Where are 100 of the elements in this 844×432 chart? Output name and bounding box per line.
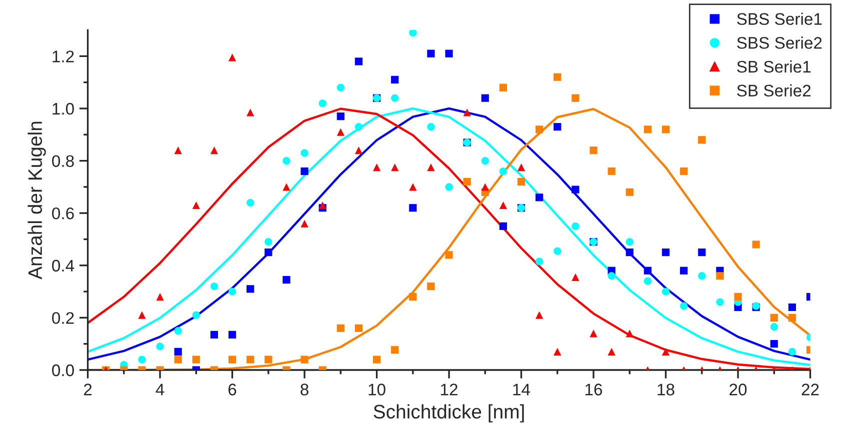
point	[788, 314, 796, 322]
point	[264, 248, 272, 256]
point	[372, 356, 381, 364]
point	[499, 167, 507, 176]
point	[372, 164, 381, 172]
point	[300, 149, 308, 157]
point	[463, 178, 471, 186]
point	[698, 272, 706, 280]
point	[300, 220, 308, 228]
point	[626, 248, 634, 256]
point	[572, 94, 580, 102]
point	[318, 99, 326, 108]
point	[391, 94, 399, 102]
point	[210, 282, 218, 290]
point	[590, 330, 598, 338]
point	[174, 146, 182, 154]
y-tick-label: 1.0	[52, 102, 74, 115]
point	[481, 183, 489, 191]
point	[626, 188, 634, 196]
point	[228, 330, 236, 339]
point	[445, 183, 453, 191]
point	[554, 73, 562, 81]
legend-label: SBS Serie2	[737, 36, 822, 49]
point	[463, 108, 471, 116]
point	[264, 356, 272, 364]
point	[409, 204, 417, 212]
point	[210, 146, 218, 154]
point	[282, 156, 290, 165]
point	[336, 112, 344, 120]
x-tick-label: 10	[368, 384, 386, 396]
point	[680, 266, 688, 274]
point	[174, 326, 182, 335]
point	[770, 314, 778, 322]
point	[445, 50, 453, 58]
x-tick-label: 4	[156, 384, 164, 396]
point	[572, 273, 580, 281]
point	[644, 277, 652, 285]
y-axis-title: Anzahl der Kugeln	[28, 122, 46, 280]
point	[409, 183, 417, 191]
point	[409, 292, 417, 301]
point	[300, 167, 308, 176]
x-tick-label: 2	[84, 384, 92, 396]
point	[752, 240, 760, 248]
point	[427, 164, 435, 172]
x-tick-label: 8	[300, 384, 308, 396]
point	[662, 288, 670, 296]
point	[698, 248, 706, 256]
point	[336, 84, 344, 92]
point	[210, 330, 218, 339]
point	[336, 324, 344, 332]
point	[228, 288, 236, 296]
point	[246, 108, 254, 116]
point	[246, 285, 254, 293]
point	[770, 323, 778, 331]
point	[138, 356, 146, 364]
point	[499, 84, 507, 92]
point	[354, 324, 363, 332]
point	[698, 136, 706, 144]
point	[734, 292, 742, 301]
point	[517, 164, 526, 172]
point	[626, 330, 634, 338]
point	[300, 356, 308, 364]
x-tick-label: 16	[586, 384, 602, 396]
point	[716, 272, 724, 280]
point	[572, 186, 580, 194]
x-axis-title: Schichtdicke [nm]	[374, 404, 524, 422]
point	[554, 247, 562, 255]
point	[536, 311, 544, 319]
y-tick-label: 0.2	[52, 312, 74, 324]
point	[282, 276, 290, 284]
point	[536, 258, 544, 266]
point	[318, 201, 326, 210]
point	[680, 167, 688, 176]
point	[156, 342, 164, 350]
point	[174, 356, 182, 364]
point	[590, 146, 598, 154]
point	[644, 266, 652, 274]
point	[662, 126, 670, 134]
point	[536, 126, 544, 134]
point	[192, 311, 200, 319]
point	[644, 126, 652, 134]
point	[246, 356, 254, 364]
legend-label: SB Serie1	[737, 60, 811, 73]
point	[282, 183, 290, 191]
point	[572, 222, 580, 230]
point	[554, 122, 562, 131]
point	[246, 198, 254, 206]
point	[354, 146, 363, 154]
y-tick-label: 0.6	[52, 207, 74, 220]
point	[427, 122, 435, 131]
point	[354, 58, 363, 66]
x-tick-label: 12	[441, 384, 458, 396]
point	[716, 298, 724, 306]
y-tick-label: 0.0	[52, 364, 74, 376]
point	[536, 194, 544, 202]
point	[481, 94, 489, 102]
x-tick-label: 6	[228, 384, 236, 396]
point	[427, 282, 435, 290]
point	[788, 348, 796, 356]
point	[156, 292, 164, 301]
